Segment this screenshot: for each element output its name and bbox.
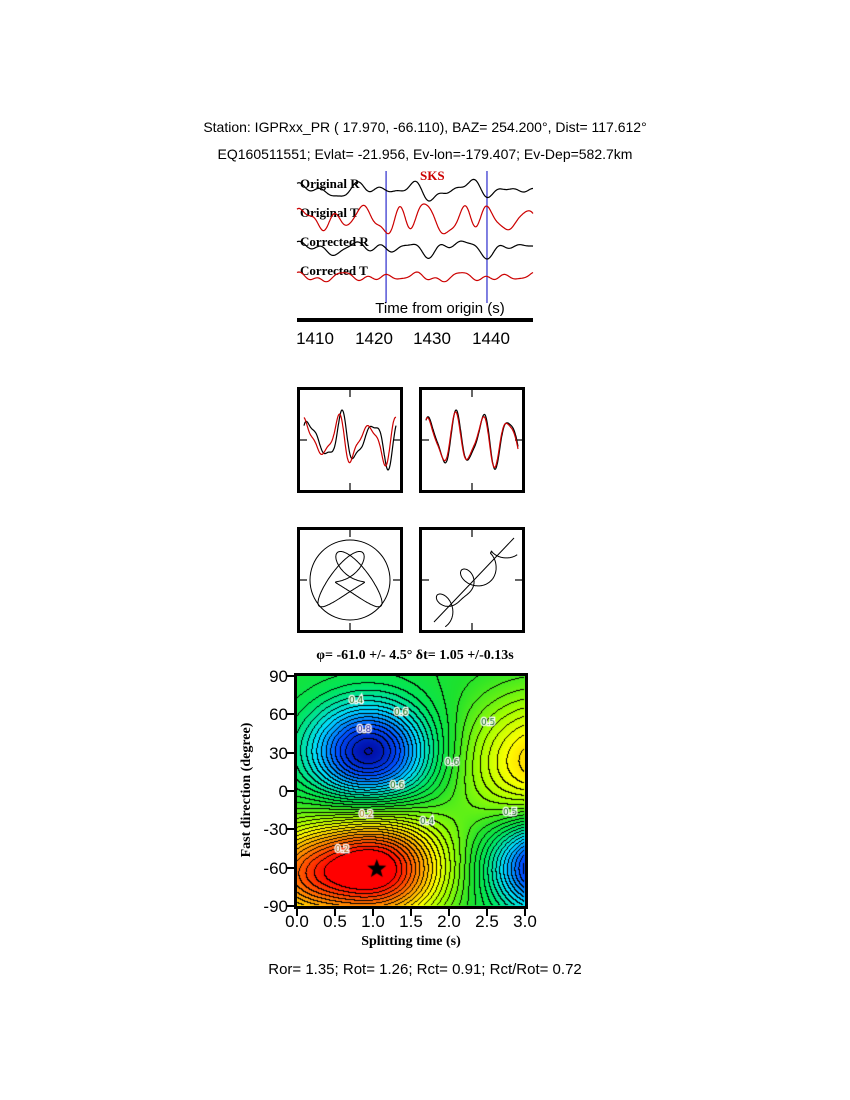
particle-motion-curve [435, 550, 518, 628]
axis-tick-label: 60 [269, 705, 288, 724]
axis-tick-label: 30 [269, 744, 288, 763]
axis-tick [287, 790, 294, 792]
axis-tick-label: 2.5 [475, 912, 499, 931]
component-waveform [303, 409, 397, 471]
axis-tick [524, 909, 526, 916]
axis-tick-label: 90 [269, 667, 288, 686]
particle-motion-original-box [297, 527, 403, 633]
component-waveform [425, 411, 519, 469]
particle-motion-corrected-box [419, 527, 525, 633]
axis-tick-label: 1.0 [361, 912, 385, 931]
axis-tick-label: 1.5 [399, 912, 423, 931]
axis-tick [287, 675, 294, 677]
axis-tick-label: 1440 [472, 329, 510, 348]
axis-tick [372, 909, 374, 916]
axis-tick-label: 0.0 [285, 912, 309, 931]
contour-xaxis-label: Splitting time (s) [361, 934, 461, 949]
seismogram-trace [296, 240, 534, 260]
component-waveform [303, 413, 397, 467]
axis-tick-label: 1410 [296, 329, 334, 348]
axis-tick-label: 3.0 [513, 912, 537, 931]
phase-label-sks: SKS [420, 168, 445, 183]
station-title: Station: IGPRxx_PR ( 17.970, -66.110), B… [203, 119, 647, 135]
fast-slow-corrected-box [419, 387, 525, 493]
fast-slow-corrected-plot [422, 390, 522, 490]
axis-tick-label: 1420 [355, 329, 393, 348]
axis-tick [486, 909, 488, 916]
fast-slow-original-plot [300, 390, 400, 490]
axis-tick-label: -90 [263, 897, 288, 916]
waveform-xaxis-label: Time from origin (s) [375, 300, 505, 317]
axis-tick [296, 909, 298, 916]
axis-tick [287, 752, 294, 754]
axis-tick [410, 909, 412, 916]
result-stats: Ror= 1.35; Rot= 1.26; Rct= 0.91; Rct/Rot… [268, 961, 582, 978]
seismogram-trace [296, 271, 534, 283]
axis-tick-label: 2.0 [437, 912, 461, 931]
axis-tick [448, 909, 450, 916]
event-title: EQ160511551; Evlat= -21.956, Ev-lon=-179… [217, 146, 633, 162]
fast-slow-original-box [297, 387, 403, 493]
particle-motion-corrected-plot [422, 530, 522, 630]
trace-label-original-t: Original T [300, 205, 359, 220]
axis-tick [287, 828, 294, 830]
error-surface-frame [294, 673, 528, 909]
error-surface-map [297, 676, 525, 906]
trace-label-original-r: Original R [300, 176, 360, 191]
axis-tick-label: 0 [278, 782, 288, 801]
particle-motion-curve [317, 551, 383, 608]
contour-title: φ= -61.0 +/- 4.5° δt= 1.05 +/-0.13s [316, 648, 514, 663]
axis-tick-label: 1430 [413, 329, 451, 348]
seismogram-trace [296, 203, 534, 235]
particle-motion-original-plot [300, 530, 400, 630]
waveform-axis-line [297, 318, 533, 322]
reference-circle [309, 539, 391, 621]
waveform-plot [296, 171, 534, 303]
axis-tick-label: -30 [263, 820, 288, 839]
axis-tick [287, 905, 294, 907]
axis-tick [334, 909, 336, 916]
axis-tick [287, 867, 294, 869]
axis-tick-label: 0.5 [323, 912, 347, 931]
seismogram-trace [296, 178, 533, 202]
axis-tick-label: -60 [263, 859, 288, 878]
component-waveform [425, 409, 519, 470]
axis-tick [287, 713, 294, 715]
